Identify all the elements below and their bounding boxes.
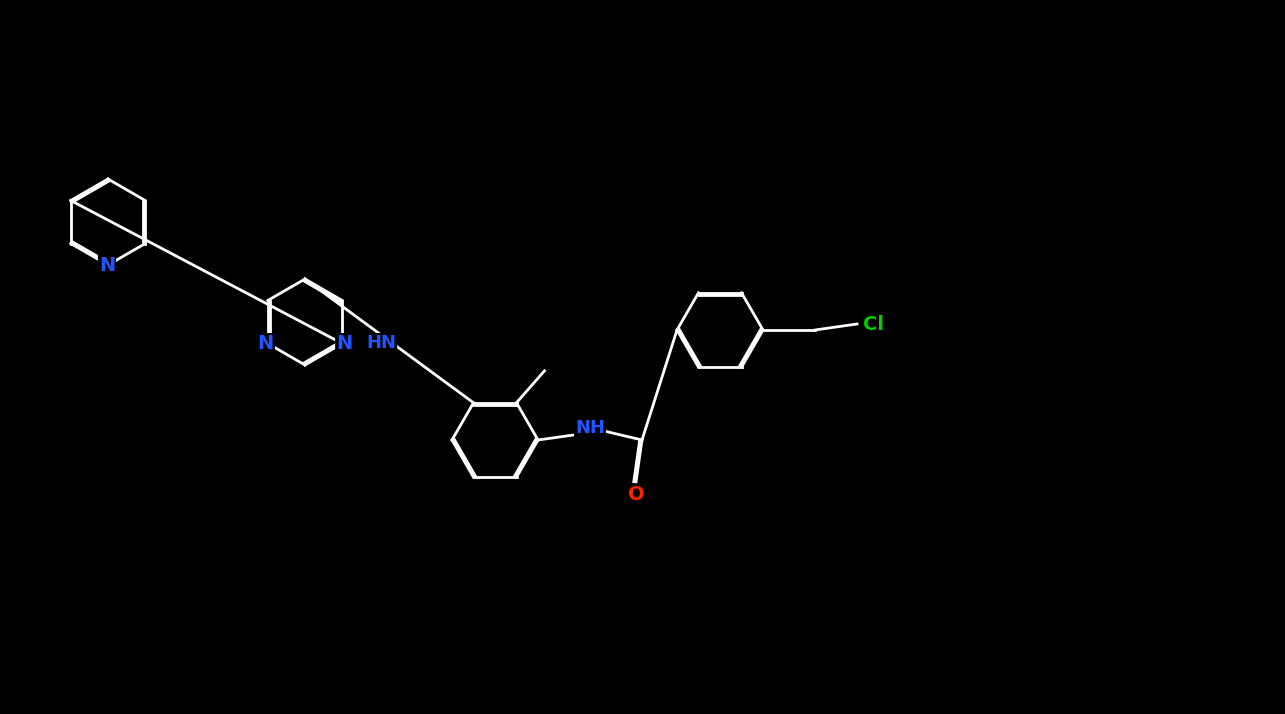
Text: N: N	[99, 256, 116, 274]
Text: N: N	[337, 334, 352, 353]
Text: Cl: Cl	[862, 314, 884, 333]
Text: HN: HN	[366, 334, 396, 352]
Text: NH: NH	[574, 419, 605, 437]
Text: N: N	[257, 334, 274, 353]
Text: O: O	[627, 485, 644, 503]
